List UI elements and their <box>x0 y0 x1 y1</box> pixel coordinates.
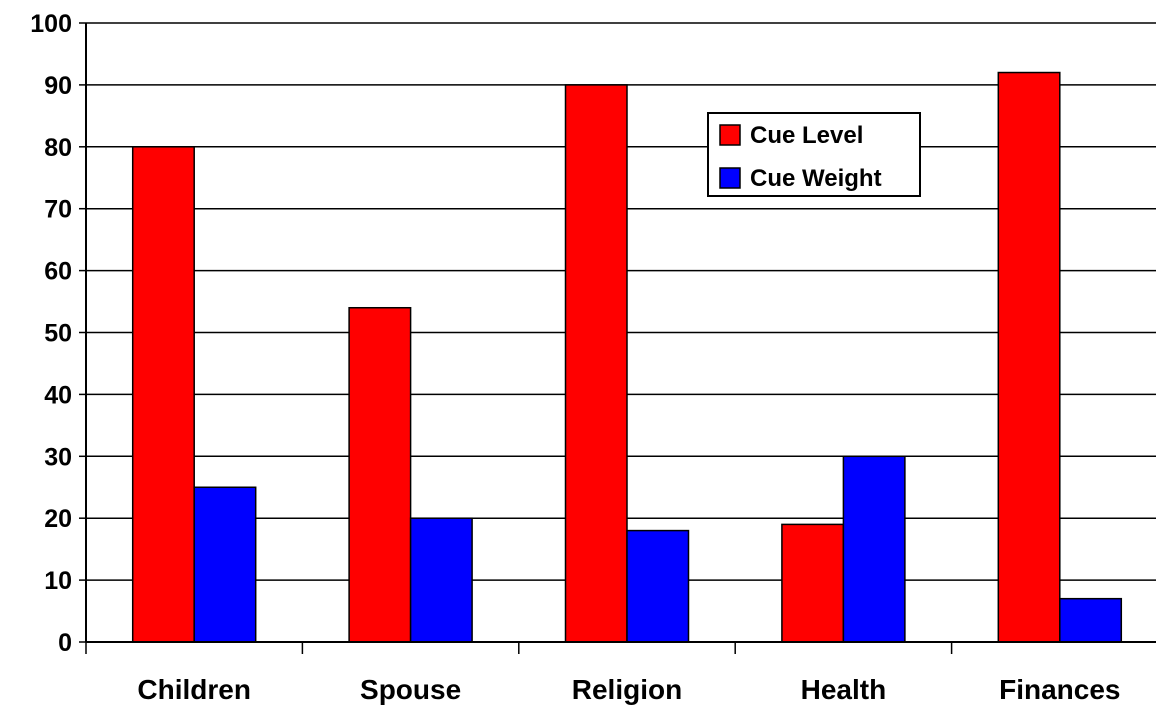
legend-label-cue-weight: Cue Weight <box>750 165 882 192</box>
legend: Cue Level Cue Weight <box>707 112 921 197</box>
x-axis-labels: Children Spouse Religion Health Finances <box>137 674 1120 705</box>
bar-cue-level-spouse <box>348 306 412 643</box>
bar-cue-level-health <box>781 523 845 643</box>
bar-cue-weight-children <box>193 486 257 643</box>
bar-cue-weight-finances <box>1059 597 1123 643</box>
bar-cue-level-children <box>131 146 195 643</box>
y-tick-label: 70 <box>44 196 72 224</box>
y-tick-label: 80 <box>44 134 72 162</box>
bar-cue-weight-spouse <box>409 517 473 643</box>
y-tick-label: 30 <box>44 443 72 471</box>
y-tick-label: 60 <box>44 258 72 286</box>
legend-box <box>707 112 921 197</box>
bar-cue-weight-religion <box>626 529 690 643</box>
x-category-label: Health <box>801 674 887 705</box>
bars <box>131 71 1123 643</box>
x-category-label: Finances <box>999 674 1120 705</box>
legend-swatch-cue-weight <box>719 167 741 189</box>
y-axis-ticks: 0 10 20 30 40 50 60 70 80 90 100 <box>30 10 86 657</box>
y-tick-label: 50 <box>44 320 72 348</box>
legend-swatch-cue-level <box>719 124 741 146</box>
bar-cue-level-religion <box>564 84 628 643</box>
x-category-label: Religion <box>572 674 682 705</box>
x-category-label: Children <box>137 674 251 705</box>
bar-cue-level-finances <box>997 71 1061 643</box>
x-category-label: Spouse <box>360 674 461 705</box>
bar-cue-weight-health <box>842 455 906 643</box>
legend-label-cue-level: Cue Level <box>750 122 863 149</box>
y-tick-label: 20 <box>44 505 72 533</box>
y-tick-label: 40 <box>44 381 72 409</box>
y-tick-label: 100 <box>30 10 72 38</box>
y-tick-label: 0 <box>58 629 72 657</box>
y-tick-label: 10 <box>44 567 72 595</box>
y-tick-label: 90 <box>44 72 72 100</box>
